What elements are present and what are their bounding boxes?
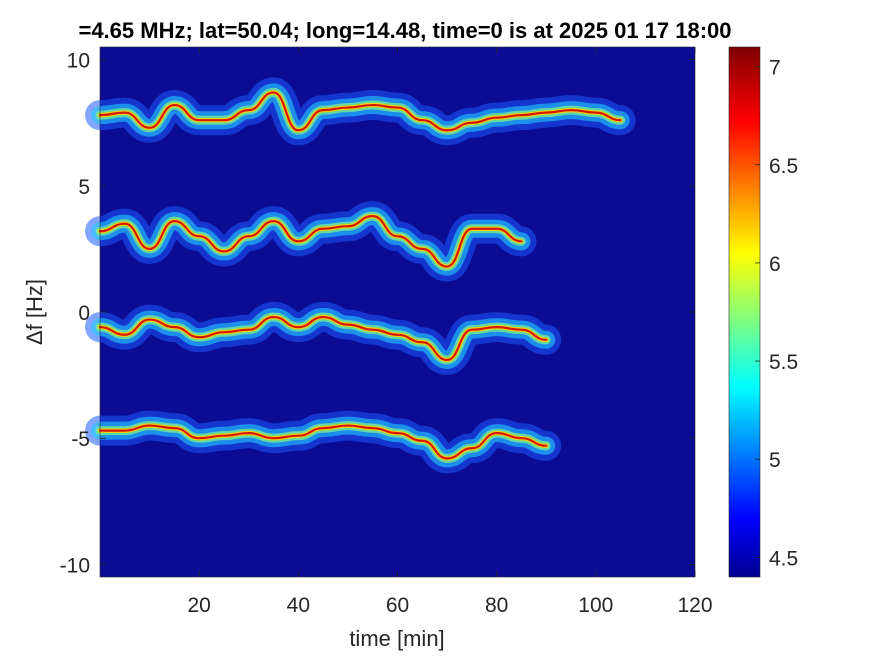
trace-4-layer-5: [98, 424, 548, 460]
y-tick-label: -5: [71, 428, 90, 451]
x-axis-label: time [min]: [349, 626, 444, 651]
colorbar-tick-label: 6.5: [769, 155, 798, 178]
colorbar-tick-label: 5.5: [769, 351, 798, 374]
y-axis: 10 5 0 -5 -10: [60, 50, 695, 577]
trace-3-layer-5: [98, 315, 548, 362]
colorbar: 7 6.5 6 5.5 5 4.5: [728, 46, 798, 578]
y-tick-label: 0: [78, 302, 90, 325]
x-tick-label: 120: [677, 594, 712, 617]
colorbar-tick-label: 7: [769, 57, 781, 80]
x-tick-label: 40: [287, 594, 310, 617]
trace-2-layer-5: [98, 214, 523, 268]
y-axis-label: Δf [Hz]: [22, 279, 47, 345]
spectrogram-traces: [85, 77, 636, 474]
plot-area: [85, 46, 696, 578]
plot-background: [100, 47, 695, 577]
x-tick-label: 60: [386, 594, 409, 617]
colorbar-gradient: [728, 46, 761, 578]
y-tick-label: 5: [78, 176, 90, 199]
x-tick-label: 100: [578, 594, 613, 617]
colorbar-tick-label: 4.5: [769, 547, 798, 570]
colorbar-tick-label: 6: [769, 253, 781, 276]
colorbar-ticks: 7 6.5 6 5.5 5 4.5: [755, 57, 798, 570]
x-tick-label: 20: [187, 594, 210, 617]
x-tick-label: 80: [485, 594, 508, 617]
x-axis: 20 40 60 80 100 120: [187, 47, 713, 617]
colorbar-tick-label: 5: [769, 449, 781, 472]
y-tick-label: 10: [67, 50, 90, 73]
chart-title: =4.65 MHz; lat=50.04; long=14.48, time=0…: [78, 18, 731, 43]
y-tick-label: -10: [60, 554, 90, 577]
trace-1-layer-5: [98, 91, 622, 132]
